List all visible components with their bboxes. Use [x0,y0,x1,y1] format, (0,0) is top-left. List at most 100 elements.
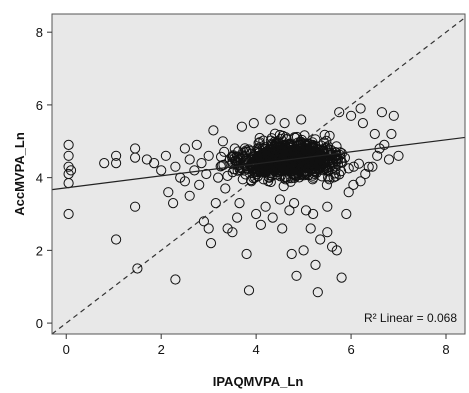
data-point [163,187,174,198]
data-point [322,156,333,167]
data-point [274,194,285,205]
data-point [388,110,399,121]
data-point [219,146,230,157]
data-point [289,198,300,209]
data-point [236,121,247,132]
data-point [386,128,397,140]
data-point [341,208,352,220]
data-point [303,163,314,174]
data-point [277,223,288,234]
data-point [315,234,326,245]
y-tick-label: 4 [36,171,43,186]
x-tick-label: 0 [63,342,70,357]
data-point [237,174,248,185]
data-point [279,118,290,129]
data-point [322,227,333,238]
data-point [355,103,366,114]
data-point [220,183,231,194]
data-point [170,161,181,172]
y-tick-label: 0 [36,316,43,331]
data-point [63,208,74,220]
data-point [307,162,319,173]
data-point [376,107,387,118]
data-point [284,205,295,216]
data-point [170,274,181,285]
data-point [315,151,326,163]
data-point [393,150,404,161]
data-point [248,118,259,129]
data-point [243,285,255,296]
data-point [348,161,359,172]
data-point [179,176,190,187]
data-point [363,161,374,172]
data-point [203,223,214,234]
data-point [99,158,110,169]
data-point [210,198,221,209]
data-point [319,129,330,140]
data-point [222,170,233,181]
data-points [63,103,404,298]
data-point [286,248,297,260]
data-point [289,161,300,173]
data-point [130,201,141,212]
data-point [246,160,257,172]
data-point [111,150,122,161]
data-point [254,132,265,144]
data-point [111,158,122,169]
data-point [255,219,266,230]
data-point [298,138,309,149]
data-point [334,107,345,118]
data-point [160,150,171,161]
data-point [312,287,323,298]
data-point [229,143,240,154]
data-point [383,154,395,165]
data-point [308,208,319,220]
data-point [241,248,252,260]
data-point [65,165,77,176]
data-point [251,208,262,220]
data-point [360,168,371,180]
data-point [343,187,354,198]
data-point [234,198,245,209]
fit-annotation: R² Linear = 0.068 [364,311,457,325]
data-point [232,212,243,223]
x-tick-label: 8 [442,342,449,357]
data-point [265,114,276,125]
data-point [266,133,277,144]
x-axis-title: IPAQMVPA_Ln [213,374,304,389]
data-point [266,166,277,177]
data-point [218,159,229,170]
data-point [273,163,284,174]
data-point [296,114,307,125]
data-point [280,172,291,183]
data-point [272,149,283,160]
data-point [369,128,380,140]
y-tick-label: 8 [36,25,43,40]
data-point [130,152,141,163]
data-point [307,174,318,185]
x-tick-label: 2 [158,342,165,357]
data-point [203,150,214,161]
data-point [299,130,310,141]
data-point [346,110,357,121]
data-point [149,158,160,169]
data-point [208,125,219,136]
data-point [357,118,368,129]
data-point [156,165,167,176]
data-point [111,234,122,245]
data-point [297,162,308,173]
data-point [318,137,329,148]
data-point [184,190,195,201]
data-point [353,158,364,169]
data-point [184,154,195,165]
data-point [322,201,333,212]
data-point [245,148,256,159]
data-point [298,245,309,256]
data-point [205,238,217,249]
data-point [288,145,299,156]
data-point [331,245,342,256]
data-point [63,150,74,161]
data-point [336,272,347,283]
data-point [367,161,378,172]
